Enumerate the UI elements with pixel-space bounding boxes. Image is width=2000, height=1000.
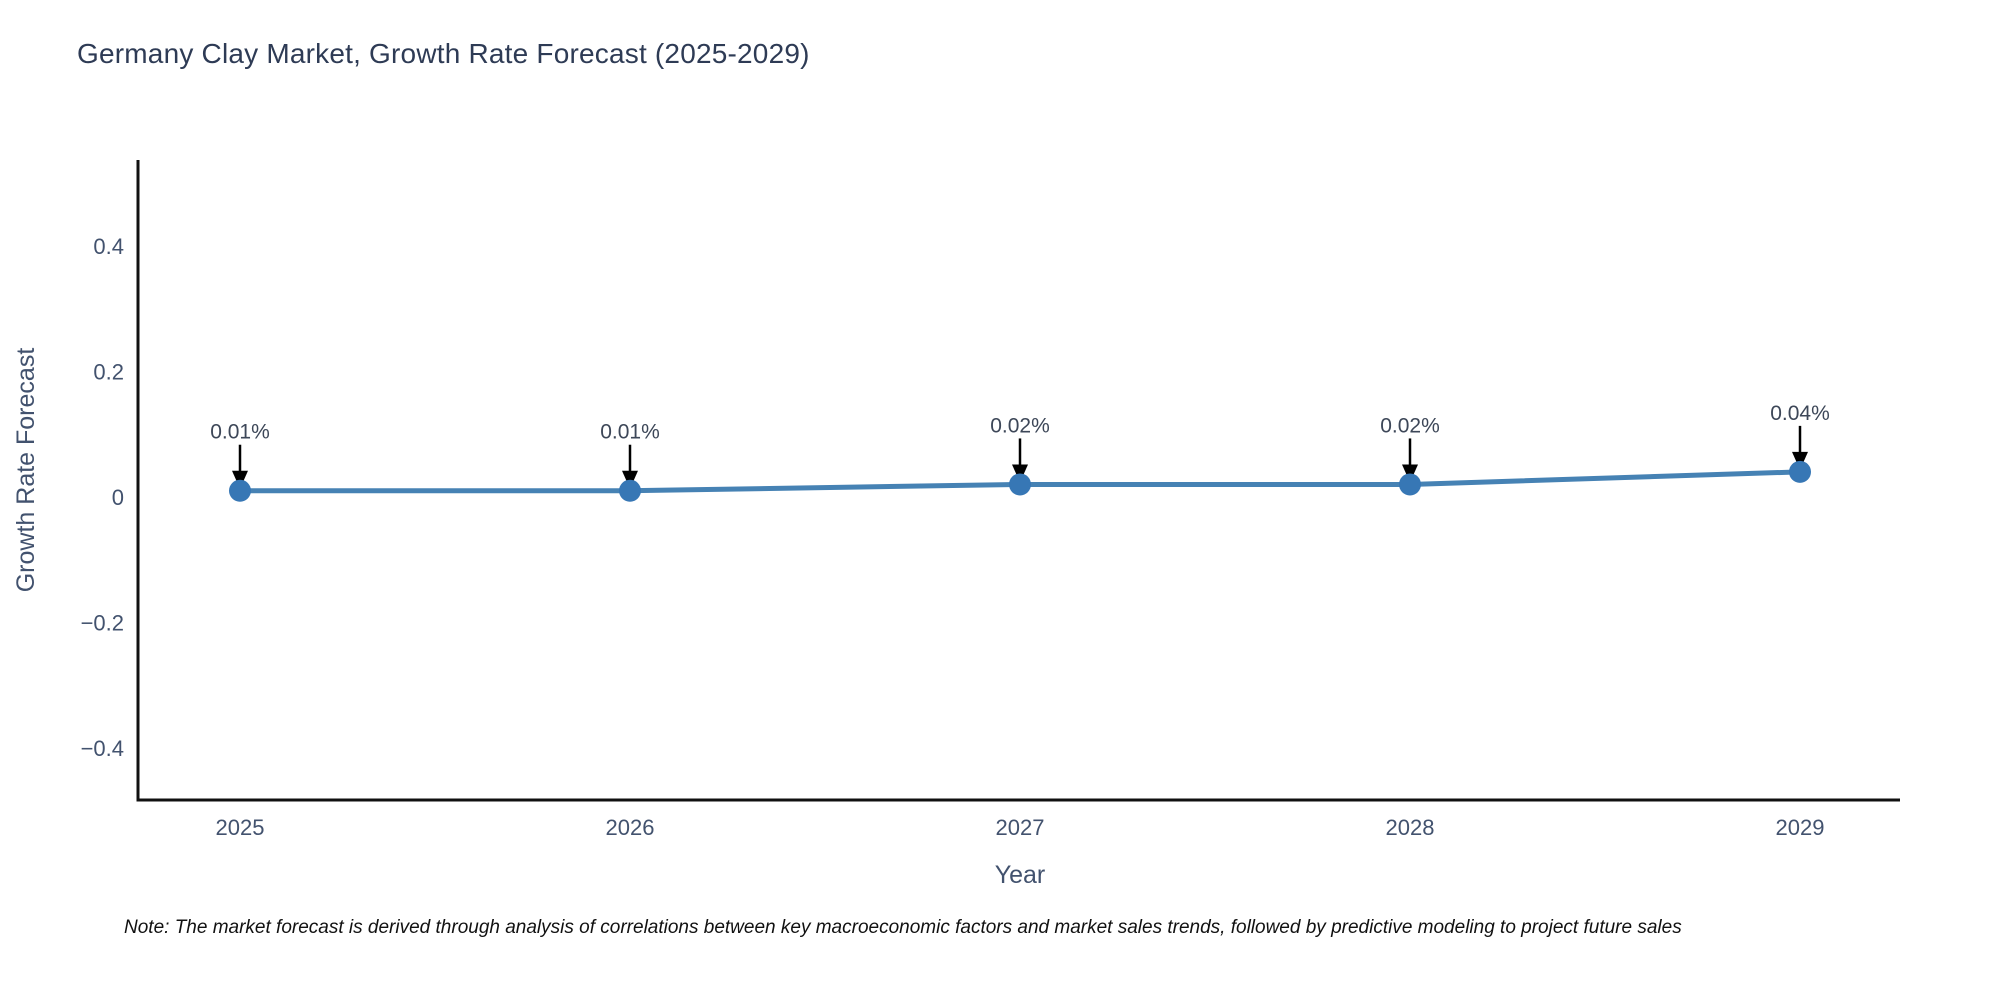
point-annotation: 0.01% (210, 421, 270, 444)
chart-title: Germany Clay Market, Growth Rate Forecas… (77, 38, 810, 69)
data-point-marker (1789, 460, 1811, 483)
y-axis-title: Growth Rate Forecast (12, 348, 40, 593)
x-tick-label: 2028 (1386, 815, 1435, 840)
x-axis-title: Year (995, 861, 1046, 889)
x-tick-label: 2029 (1776, 815, 1825, 840)
data-point-marker (619, 479, 641, 502)
x-tick-label: 2026 (606, 815, 655, 840)
y-tick-label: −0.4 (81, 736, 124, 761)
plot-area: 0.4 0.2 0 −0.2 −0.4 2025 2026 2027 2028 2029 0.01%… (81, 234, 1830, 840)
point-annotation: 0.02% (1380, 414, 1440, 437)
data-point-marker (1399, 473, 1421, 496)
x-tick-label: 2027 (996, 815, 1045, 840)
point-annotation: 0.02% (990, 414, 1050, 437)
y-tick-label: 0 (112, 485, 124, 510)
data-point-marker (229, 479, 251, 502)
y-tick-label: −0.2 (81, 611, 124, 636)
y-tick-label: 0.4 (93, 234, 124, 259)
footnote: Note: The market forecast is derived thr… (124, 917, 1682, 938)
x-tick-label: 2025 (216, 815, 265, 840)
point-annotation: 0.04% (1770, 402, 1830, 425)
data-point-marker (1009, 473, 1031, 496)
y-tick-label: 0.2 (93, 359, 124, 384)
point-annotation: 0.01% (600, 421, 660, 444)
